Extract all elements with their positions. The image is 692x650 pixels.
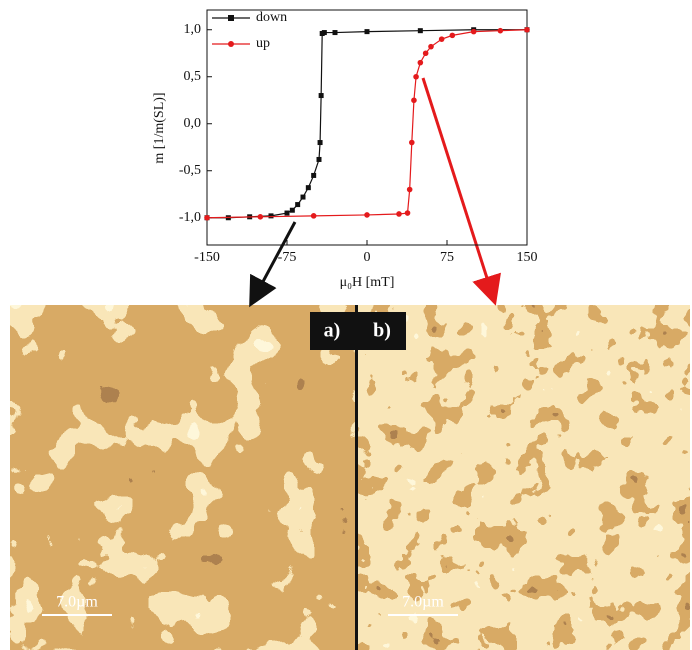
scale-label: 7.0µm: [402, 594, 444, 611]
point: [289, 207, 295, 213]
point: [319, 31, 325, 36]
mfm-image-b: [358, 305, 690, 650]
x-tick-label: -150: [194, 250, 220, 265]
point: [411, 97, 417, 104]
point: [316, 156, 322, 162]
point: [417, 59, 424, 66]
panel-label: a): [324, 320, 341, 342]
point: [257, 214, 264, 220]
series-line: [206, 29, 528, 219]
point: [406, 186, 413, 193]
y-tick-label: 1,0: [184, 22, 202, 37]
point: [417, 28, 423, 34]
point: [311, 172, 317, 178]
point: [364, 212, 370, 218]
point: [364, 29, 370, 35]
point: [396, 211, 402, 217]
arrow: [249, 221, 297, 308]
mfm-images: a) b) 7.0µm 7.0µm: [10, 305, 690, 650]
point: [409, 139, 415, 146]
y-tick-label: 0,5: [184, 69, 202, 84]
legend-label: up: [256, 36, 270, 51]
point: [204, 214, 210, 221]
point: [318, 93, 324, 99]
point: [428, 43, 434, 50]
x-axis-label: μ₀H [mT]: [340, 275, 395, 290]
point: [470, 28, 477, 35]
y-tick-label: -0,5: [179, 163, 201, 178]
x-tick-label: 0: [364, 250, 371, 265]
legend-label: down: [256, 10, 287, 25]
x-tick-label: -75: [278, 250, 297, 265]
label-box: [358, 312, 406, 350]
divider: [355, 305, 358, 650]
x-tick-label: 75: [440, 250, 454, 265]
point: [449, 32, 456, 39]
arrow: [421, 77, 501, 306]
point: [404, 210, 411, 216]
point: [317, 140, 323, 146]
plot-frame: [206, 9, 528, 246]
point: [422, 50, 429, 57]
y-tick-label: -1,0: [179, 210, 201, 225]
y-axis-label: m [1/m(SL)]: [152, 92, 167, 163]
scale-label: 7.0µm: [56, 594, 98, 611]
legend-marker: [228, 15, 234, 21]
mfm-image-a: [10, 305, 355, 650]
panel-label: b): [373, 320, 391, 342]
point: [284, 210, 290, 216]
y-tick-label: 0,0: [184, 116, 202, 131]
point: [332, 30, 338, 36]
point: [295, 202, 301, 208]
x-tick-label: 150: [517, 250, 538, 265]
point: [438, 36, 445, 42]
point: [300, 194, 306, 200]
point: [524, 26, 530, 33]
legend-marker: [228, 41, 234, 47]
series-line: [207, 29, 527, 219]
label-box: [310, 312, 355, 350]
point: [268, 213, 274, 219]
point: [413, 73, 419, 80]
point: [305, 185, 311, 191]
point: [310, 213, 317, 219]
point: [497, 27, 504, 34]
